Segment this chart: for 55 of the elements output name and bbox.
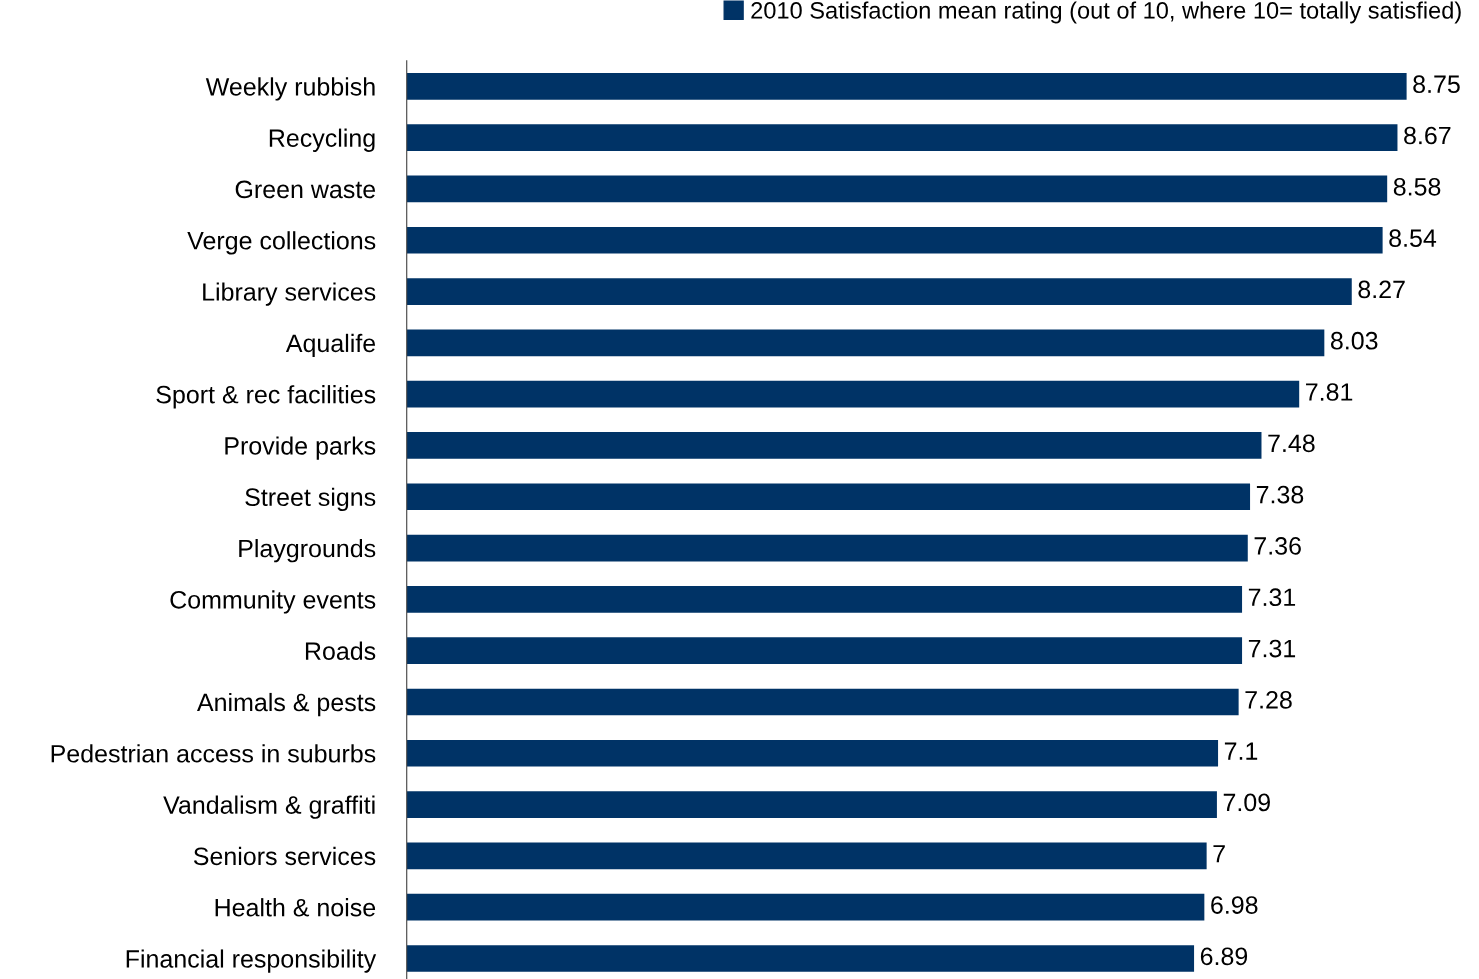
bar: [406, 842, 1207, 870]
bar: [406, 278, 1352, 305]
bar: [406, 637, 1243, 665]
y-tick-label: Playgrounds: [239, 539, 376, 563]
y-tick-label: Seniors services: [193, 846, 376, 866]
data-label: 7.81: [1306, 383, 1353, 401]
y-tick-label: Weekly rubbish: [205, 77, 375, 101]
data-label: 7.36: [1254, 537, 1301, 555]
y-tick-label: Financial responsibility: [126, 949, 377, 973]
y-tick-label: Aqualife: [285, 333, 376, 358]
bar: [406, 586, 1243, 613]
bar: [406, 124, 1398, 151]
bar: [406, 739, 1219, 767]
bar: [406, 483, 1251, 511]
data-label: 8.75: [1413, 75, 1460, 94]
data-label: 7.1: [1224, 742, 1258, 760]
bar: [406, 432, 1262, 459]
data-label: 8.54: [1389, 229, 1437, 247]
data-label: 7: [1213, 845, 1225, 863]
data-label: 7.31: [1248, 588, 1296, 607]
y-tick-label: Animals & pests: [196, 692, 376, 717]
y-tick-label: Provide parks: [225, 436, 376, 460]
data-label: 6.89: [1200, 947, 1248, 966]
bar: [406, 945, 1195, 972]
bar: [406, 893, 1205, 921]
bar: [406, 175, 1388, 203]
data-label: 7.09: [1223, 793, 1270, 812]
y-tick-label: Community events: [170, 590, 376, 614]
y-tick-label: Verge collections: [187, 231, 376, 255]
data-label: 8.27: [1358, 280, 1405, 299]
bar: [406, 380, 1300, 408]
data-label: 7.38: [1256, 485, 1304, 504]
legend-label: 2010 Satisfaction mean rating (out of 10, where 10= totally satisfied): [751, 1, 1461, 24]
y-tick-label: Recycling: [269, 128, 375, 152]
data-label: 8.03: [1330, 331, 1378, 350]
data-label: 6.98: [1211, 896, 1258, 914]
y-tick-label: Roads: [305, 641, 376, 660]
data-label: 7.48: [1268, 434, 1315, 453]
y-tick-label: Vandalism & graffiti: [163, 795, 375, 819]
data-label: 7.28: [1245, 690, 1292, 709]
data-label: 8.58: [1393, 177, 1441, 196]
data-label: 7.31: [1248, 639, 1296, 658]
bar: [406, 688, 1239, 716]
y-tick-label: Health & noise: [215, 898, 376, 917]
bar: [406, 534, 1248, 562]
bar: [406, 791, 1217, 818]
bar: [406, 329, 1325, 357]
y-tick-label: Green waste: [235, 180, 376, 199]
y-tick-label: Street signs: [245, 487, 376, 512]
y-tick-label: Pedestrian access in suburbs: [51, 744, 376, 763]
y-tick-label: Library services: [203, 282, 376, 306]
bar: [406, 73, 1407, 100]
bar: [406, 226, 1383, 254]
data-label: 8.67: [1404, 126, 1451, 145]
y-tick-label: Sport & rec facilities: [156, 385, 376, 409]
